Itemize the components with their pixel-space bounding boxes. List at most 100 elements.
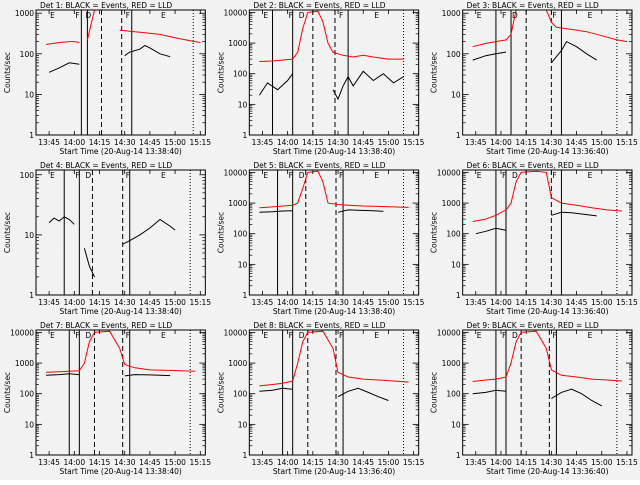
y-tick-label: 10 xyxy=(451,260,461,269)
x-tick-label: 14:45 xyxy=(139,138,161,147)
segment-marker-label: F xyxy=(75,171,79,180)
segment-marker-label: E xyxy=(588,331,593,340)
segment-marker-label: D xyxy=(299,331,305,340)
segment-marker-label: D xyxy=(512,171,518,180)
chart-title: Det 5: BLACK = Events, RED = LLD xyxy=(253,161,385,170)
x-tick-label: 14:00 xyxy=(490,298,512,307)
x-axis-label: Start Time (20-Aug-14 13:36:40) xyxy=(486,147,608,156)
x-tick-label: 15:15 xyxy=(189,138,211,147)
y-tick-label: 10 xyxy=(451,420,461,429)
y-tick-label: 10000 xyxy=(223,168,247,177)
segment-marker-label: E xyxy=(374,331,379,340)
events-series-line xyxy=(551,388,603,407)
events-series-line xyxy=(472,51,507,61)
lld-series-line xyxy=(259,330,409,387)
chart-title: Det 4: BLACK = Events, RED = LLD xyxy=(40,161,172,170)
x-tick-label: 13:45 xyxy=(252,138,274,147)
segment-marker-label: E xyxy=(50,171,55,180)
y-tick-label: 1000 xyxy=(228,359,247,368)
x-tick-label: 14:30 xyxy=(327,298,349,307)
segment-marker-label: E xyxy=(477,11,482,20)
x-tick-label: 13:45 xyxy=(38,458,60,467)
x-tick-label: 15:15 xyxy=(403,138,425,147)
segment-marker-label: F xyxy=(552,331,556,340)
chart-title: Det 7: BLACK = Events, RED = LLD xyxy=(40,321,172,330)
x-tick-label: 15:00 xyxy=(591,298,613,307)
y-axis-label: Counts/sec xyxy=(430,212,439,253)
lld-series-line xyxy=(46,330,196,373)
segment-marker-label: D xyxy=(299,11,305,20)
x-tick-label: 15:00 xyxy=(164,138,186,147)
y-tick-label: 1 xyxy=(243,131,248,140)
y-tick-label: 1000 xyxy=(442,9,461,18)
x-tick-label: 14:00 xyxy=(63,138,85,147)
x-tick-label: 14:30 xyxy=(114,138,136,147)
y-tick-label: 10000 xyxy=(10,328,34,337)
lld-series-line xyxy=(259,170,409,209)
segment-marker-label: F xyxy=(339,331,343,340)
y-tick-label: 100 xyxy=(20,50,35,59)
x-axis-label: Start Time (20-Aug-14 13:38:40) xyxy=(59,307,181,316)
events-series-line xyxy=(259,210,293,213)
segment-marker-label: E xyxy=(50,331,55,340)
x-tick-label: 14:30 xyxy=(541,458,563,467)
y-axis-label: Counts/sec xyxy=(430,52,439,93)
x-tick-label: 14:15 xyxy=(515,138,537,147)
x-tick-label: 15:00 xyxy=(378,458,400,467)
plot-frame xyxy=(248,169,420,296)
x-tick-label: 15:00 xyxy=(378,138,400,147)
lld-series-line xyxy=(472,170,622,222)
y-tick-label: 1000 xyxy=(15,9,34,18)
x-tick-label: 14:15 xyxy=(89,458,111,467)
x-tick-label: 15:15 xyxy=(616,298,638,307)
y-tick-label: 100 xyxy=(446,230,461,239)
chart-title: Det 2: BLACK = Events, RED = LLD xyxy=(253,1,385,10)
x-tick-label: 14:30 xyxy=(114,298,136,307)
x-tick-label: 15:15 xyxy=(403,458,425,467)
x-axis-label: Start Time (20-Aug-14 13:38:40) xyxy=(273,147,395,156)
y-axis-label: Counts/sec xyxy=(430,372,439,413)
x-tick-label: 13:45 xyxy=(38,138,60,147)
segment-marker-label: F xyxy=(289,11,293,20)
plot-frame xyxy=(462,329,633,456)
chart-title: Det 8: BLACK = Events, RED = LLD xyxy=(253,321,385,330)
segment-marker-label: F xyxy=(289,331,293,340)
x-tick-label: 14:15 xyxy=(302,138,324,147)
lld-series-line xyxy=(119,29,201,43)
segment-marker-label: E xyxy=(374,171,379,180)
y-axis-label: Counts/sec xyxy=(216,52,225,93)
y-tick-label: 10 xyxy=(238,260,248,269)
x-tick-label: 13:45 xyxy=(252,298,274,307)
y-tick-label: 10000 xyxy=(437,168,461,177)
y-tick-label: 1000 xyxy=(228,39,247,48)
events-series-line xyxy=(551,40,597,64)
y-tick-label: 1000 xyxy=(15,359,34,368)
x-axis-label: Start Time (20-Aug-14 13:38:40) xyxy=(59,147,181,156)
segment-marker-label: E xyxy=(477,171,482,180)
y-tick-label: 100 xyxy=(233,70,248,79)
y-tick-label: 1000 xyxy=(228,199,247,208)
events-series-line xyxy=(48,216,75,225)
segment-marker-label: E xyxy=(263,11,268,20)
x-tick-label: 15:00 xyxy=(591,138,613,147)
x-axis-label: Start Time (20-Aug-14 13:36:40) xyxy=(486,307,608,316)
x-tick-label: 15:15 xyxy=(616,138,638,147)
y-tick-label: 100 xyxy=(446,50,461,59)
x-axis-label: Start Time (20-Aug-14 13:38:40) xyxy=(273,307,395,316)
y-tick-label: 1 xyxy=(243,291,248,300)
events-series-line xyxy=(259,387,293,392)
events-series-line xyxy=(122,218,176,245)
y-tick-label: 1 xyxy=(29,451,34,460)
events-series-line xyxy=(472,389,507,395)
segment-marker-label: D xyxy=(85,331,91,340)
segment-marker-label: F xyxy=(552,11,556,20)
plot-frame xyxy=(248,329,420,456)
y-tick-label: 10 xyxy=(238,100,248,109)
chart-title: Det 6: BLACK = Events, RED = LLD xyxy=(467,161,599,170)
y-axis-label: Counts/sec xyxy=(3,212,12,253)
plot-area xyxy=(259,330,409,455)
